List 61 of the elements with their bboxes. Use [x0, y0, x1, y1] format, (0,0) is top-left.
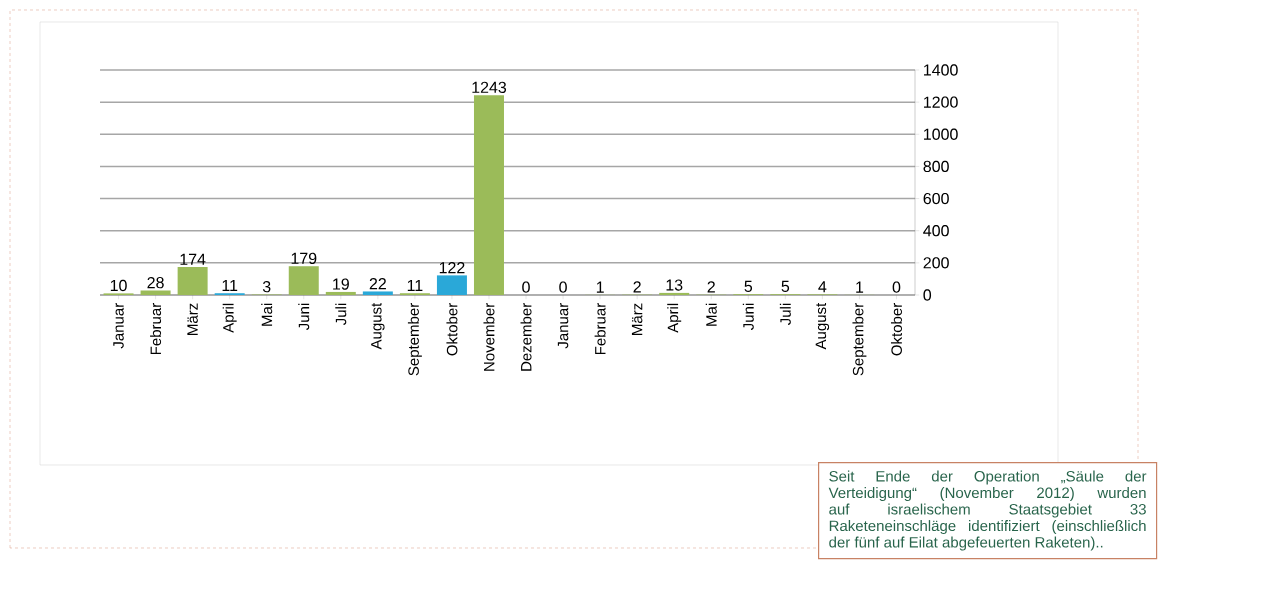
- data-label: 1: [856, 281, 864, 293]
- data-label: 5: [781, 280, 790, 292]
- x-tick-label: Juli: [779, 303, 791, 326]
- bar: [140, 290, 171, 295]
- data-label: 122: [439, 262, 465, 274]
- data-label: 1243: [472, 81, 507, 94]
- x-tick-label: Oktober: [446, 303, 458, 356]
- data-label: 28: [147, 276, 164, 289]
- data-label: 2: [633, 281, 641, 293]
- data-label: 10: [110, 279, 127, 292]
- x-tick-label: Mai: [705, 303, 717, 326]
- data-label: 0: [559, 281, 567, 293]
- bar: [436, 275, 467, 295]
- x-tick-label: August: [815, 302, 830, 350]
- data-label: 5: [744, 280, 753, 292]
- y-tick-label: 600: [923, 192, 949, 205]
- data-label: 19: [333, 278, 349, 290]
- data-label: 13: [666, 279, 683, 291]
- y-tick-label: 0: [923, 289, 932, 301]
- x-tick-label: April: [667, 303, 682, 333]
- bar: [473, 95, 504, 295]
- data-label: 11: [222, 280, 238, 292]
- data-label: 0: [522, 281, 530, 293]
- text: Seit Ende der Operation „Säule der Verteidigung“ (November 2012) wurden auf israelischem Staatsgebiet 33 Raketeneinschläge identifiziert (einschließlich der fünf auf Eilat abgefeuerten Raketen)..: [828, 470, 1147, 551]
- x-tick-label: November: [483, 303, 495, 371]
- bar: [288, 266, 319, 295]
- x-tick-label: Oktober: [890, 303, 902, 356]
- y-tick-label: 1000: [924, 128, 958, 140]
- y-tick-label: 800: [923, 160, 949, 173]
- bar: [362, 291, 393, 295]
- x-tick-label: Juni: [298, 303, 310, 331]
- x-tick-label: Januar: [113, 303, 124, 349]
- bar: [659, 292, 690, 295]
- x-tick-label: März: [631, 303, 643, 335]
- x-tick-label: Februar: [150, 303, 162, 355]
- x-tick-label: Februar: [594, 303, 606, 355]
- x-tick-label: September: [407, 303, 422, 376]
- x-tick-label: September: [852, 303, 867, 376]
- x-tick-label: Dezember: [520, 303, 532, 371]
- data-label: 2: [707, 281, 715, 293]
- y-tick-label: 1200: [924, 96, 958, 108]
- bar: [177, 267, 208, 295]
- data-label: 0: [892, 281, 901, 293]
- x-tick-label: Januar: [557, 303, 569, 349]
- x-tick-label: Mai: [261, 303, 273, 326]
- data-label: 1: [596, 281, 604, 293]
- data-label: 3: [262, 280, 271, 293]
- bar: [325, 291, 356, 295]
- data-label: 22: [369, 278, 386, 290]
- y-tick-label: 1400: [924, 64, 958, 76]
- x-tick-label: März: [187, 303, 198, 335]
- data-label: 4: [818, 281, 827, 293]
- x-tick-label: Juni: [742, 303, 754, 331]
- x-tick-label: April: [222, 303, 237, 333]
- y-tick-label: 200: [923, 257, 949, 269]
- x-tick-label: August: [371, 302, 385, 350]
- data-label: 179: [291, 252, 317, 265]
- y-tick-label: 400: [923, 225, 949, 237]
- x-tick-label: Juli: [335, 303, 347, 326]
- data-label: 174: [180, 253, 206, 265]
- data-label: 11: [407, 280, 423, 292]
